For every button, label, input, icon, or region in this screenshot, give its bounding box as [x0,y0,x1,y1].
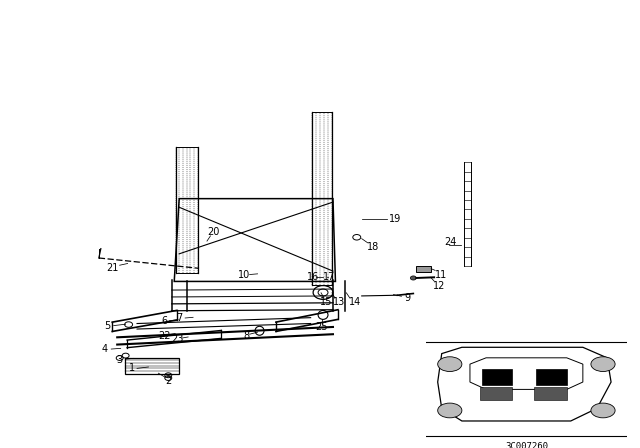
Circle shape [410,276,416,280]
Text: 14: 14 [349,297,361,307]
Text: 8: 8 [243,331,249,340]
Text: 21: 21 [106,263,119,273]
Polygon shape [482,370,512,385]
Text: 13: 13 [333,297,345,307]
Text: 9: 9 [404,293,410,303]
Polygon shape [416,266,431,272]
Text: 4: 4 [102,345,108,354]
Text: 20: 20 [208,227,220,237]
Text: 22: 22 [158,331,171,340]
Ellipse shape [591,357,615,371]
Text: 10: 10 [237,270,250,280]
Text: 25: 25 [315,322,327,332]
Text: 12: 12 [433,281,445,291]
Text: 18: 18 [367,242,379,252]
Text: 5: 5 [104,321,111,331]
Text: 24: 24 [444,237,456,247]
Text: 3C007260: 3C007260 [505,442,548,448]
Text: 15: 15 [320,297,332,307]
Text: 17: 17 [323,271,335,282]
Polygon shape [536,370,567,385]
Ellipse shape [438,357,462,371]
Polygon shape [480,387,512,400]
Ellipse shape [438,403,462,418]
Text: 11: 11 [435,270,447,280]
Text: 19: 19 [389,214,401,224]
Ellipse shape [591,403,615,418]
Text: 2: 2 [165,376,172,386]
Text: 16: 16 [307,271,319,282]
Text: 6: 6 [161,316,168,327]
Text: 3: 3 [116,355,123,365]
Text: 23: 23 [171,334,184,344]
Polygon shape [534,387,567,400]
Text: 7: 7 [176,313,182,323]
Text: 1: 1 [129,363,135,373]
